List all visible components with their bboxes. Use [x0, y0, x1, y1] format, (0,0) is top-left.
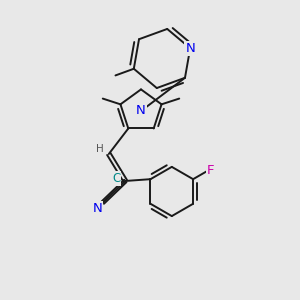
Text: N: N — [136, 104, 146, 118]
Text: F: F — [207, 164, 215, 177]
Text: N: N — [92, 202, 102, 215]
Text: C: C — [112, 172, 120, 185]
Text: H: H — [96, 145, 104, 154]
Text: N: N — [185, 42, 195, 55]
